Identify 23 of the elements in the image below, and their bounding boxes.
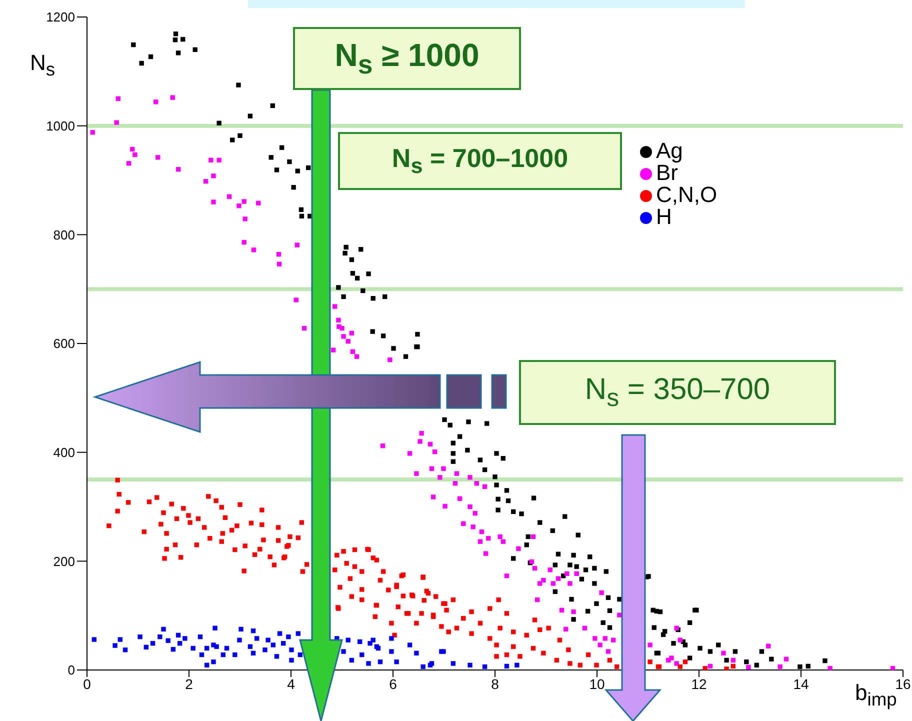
y-tick-label: 800 xyxy=(53,227,75,242)
y-tick-label: 200 xyxy=(53,554,75,569)
x-axis-title: b$_{imp}$ xyxy=(855,680,897,710)
x-tick-label: 6 xyxy=(389,676,398,692)
x-tick-label: 16 xyxy=(895,676,911,692)
x-tick-label: 10 xyxy=(589,676,605,692)
y-axis-title: N$_{s}$ xyxy=(30,50,56,80)
y-tick-label: 0 xyxy=(68,662,75,678)
x-tick-label: 2 xyxy=(185,676,194,692)
annotation: N$_{s}$ = 700–1000 xyxy=(392,142,568,180)
x-tick-label: 0 xyxy=(83,676,92,692)
x-tick-label: 8 xyxy=(491,676,500,692)
annotation: N$_{s}$ ≥ 1000 xyxy=(334,36,480,80)
y-tick-label: 400 xyxy=(53,444,75,460)
y-tick-label: 600 xyxy=(53,336,75,352)
annotation: N$_{s}$ = 350–700 xyxy=(584,372,770,412)
legend-label: H xyxy=(656,204,672,229)
x-tick-label: 14 xyxy=(793,676,809,692)
x-tick-label: 4 xyxy=(287,676,296,692)
x-tick-label: 12 xyxy=(691,676,707,692)
y-tick-label: 1200 xyxy=(46,10,75,25)
legend-label: C,N,O xyxy=(656,182,718,207)
y-tick-label: 1000 xyxy=(46,118,75,134)
